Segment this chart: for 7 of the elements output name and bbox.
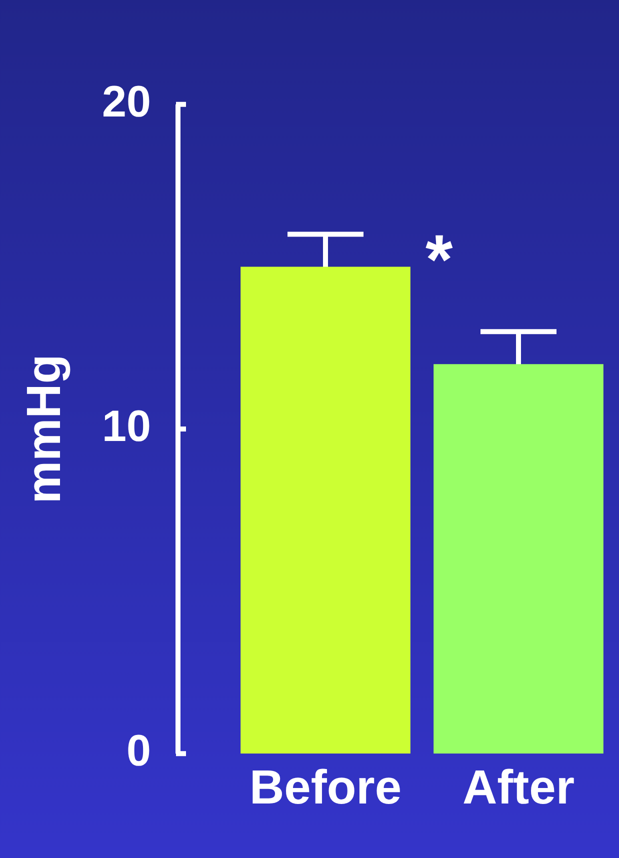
x-tick-label: After	[462, 762, 575, 815]
x-tick-label: Before	[249, 762, 402, 815]
annotation: *	[426, 220, 454, 299]
y-tick-label: 20	[102, 78, 151, 127]
y-tick-label: 0	[126, 726, 151, 776]
y-tick-label: 10	[102, 402, 151, 452]
y-axis-title: mmHg	[18, 354, 72, 504]
